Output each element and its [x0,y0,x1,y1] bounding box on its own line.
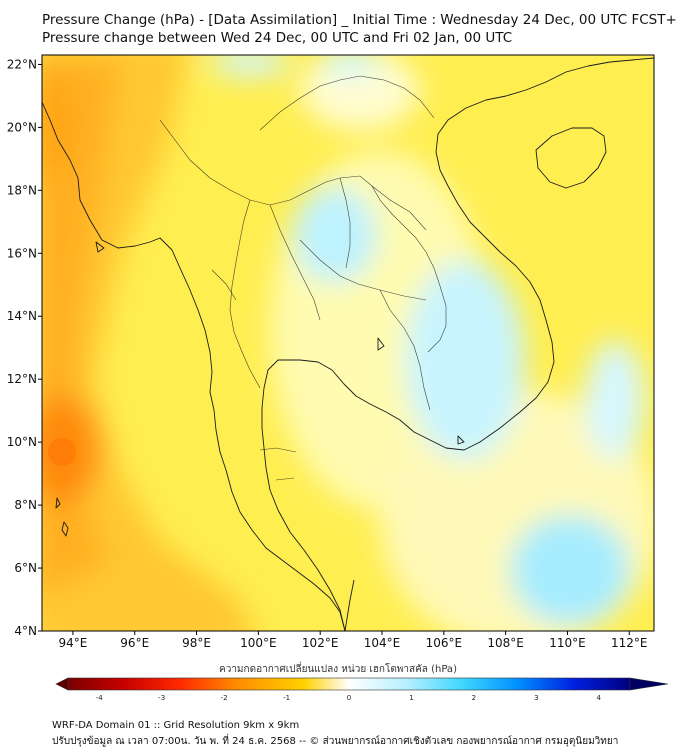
lon-tick-label: 96°E [120,636,149,650]
latitude-axis: 22°N 20°N 18°N 16°N 14°N 12°N 10°N 8°N 6°N 4°N [7,57,42,638]
colorbar-extend-low [55,677,69,691]
colorbar-bar [67,677,631,691]
lon-tick-label: 110°E [549,636,586,650]
map-subtitle: Pressure change between Wed 24 Dec, 00 U… [42,30,513,46]
colorbar-tick-label: 0 [347,694,351,702]
lat-tick-label: 10°N [7,435,37,449]
colorbar-extend-high [629,677,669,691]
lon-tick-label: 108°E [487,636,524,650]
colorbar-tick-label: 4 [597,694,602,702]
lon-tick-label: 100°E [240,636,277,650]
colorbar-tick-label: 2 [472,694,476,702]
map-frame [41,54,655,632]
lat-tick-label: 18°N [7,183,37,197]
colorbar-tick-label: -1 [283,694,290,702]
lat-tick-label: 12°N [7,372,37,386]
map-title: Pressure Change (hPa) - [Data Assimilati… [42,12,676,28]
colorbar-title: ความกดอากาศเปลี่ยนแปลง หน่วย เฮกโตพาสคัล… [219,664,457,675]
lat-tick-label: 16°N [7,246,37,260]
lat-tick-label: 4°N [14,624,37,638]
lat-tick-label: 8°N [14,498,37,512]
lat-tick-label: 20°N [7,120,37,134]
colorbar-tick-label: 1 [409,694,413,702]
colorbar-tick-label: -4 [96,694,104,702]
colorbar: -4 -3 -2 -1 0 1 2 3 4 [55,677,669,702]
longitude-axis: 94°E 96°E 98°E 100°E 102°E 104°E 106°E 108°E 110… [58,631,648,650]
borders [159,75,447,481]
lon-tick-label: 112°E [611,636,648,650]
pressure-field [42,55,654,631]
lon-tick-label: 102°E [302,636,339,650]
colorbar-tick-label: 3 [534,694,538,702]
lon-tick-label: 104°E [364,636,401,650]
footer-model-info: WRF-DA Domain 01 :: Grid Resolution 9km … [52,720,300,731]
lon-tick-label: 94°E [58,636,87,650]
coastlines [42,57,654,631]
lat-tick-label: 6°N [14,561,37,575]
footer-update-info: ปรับปรุงข้อมูล ณ เวลา 07:00น. วัน พ. ที่… [52,736,619,747]
lon-tick-label: 106°E [426,636,463,650]
lat-tick-label: 14°N [7,309,37,323]
lon-tick-label: 98°E [182,636,211,650]
colorbar-tick-label: -3 [158,694,165,702]
colorbar-tick-label: -2 [221,694,228,702]
lat-tick-label: 22°N [7,57,37,71]
